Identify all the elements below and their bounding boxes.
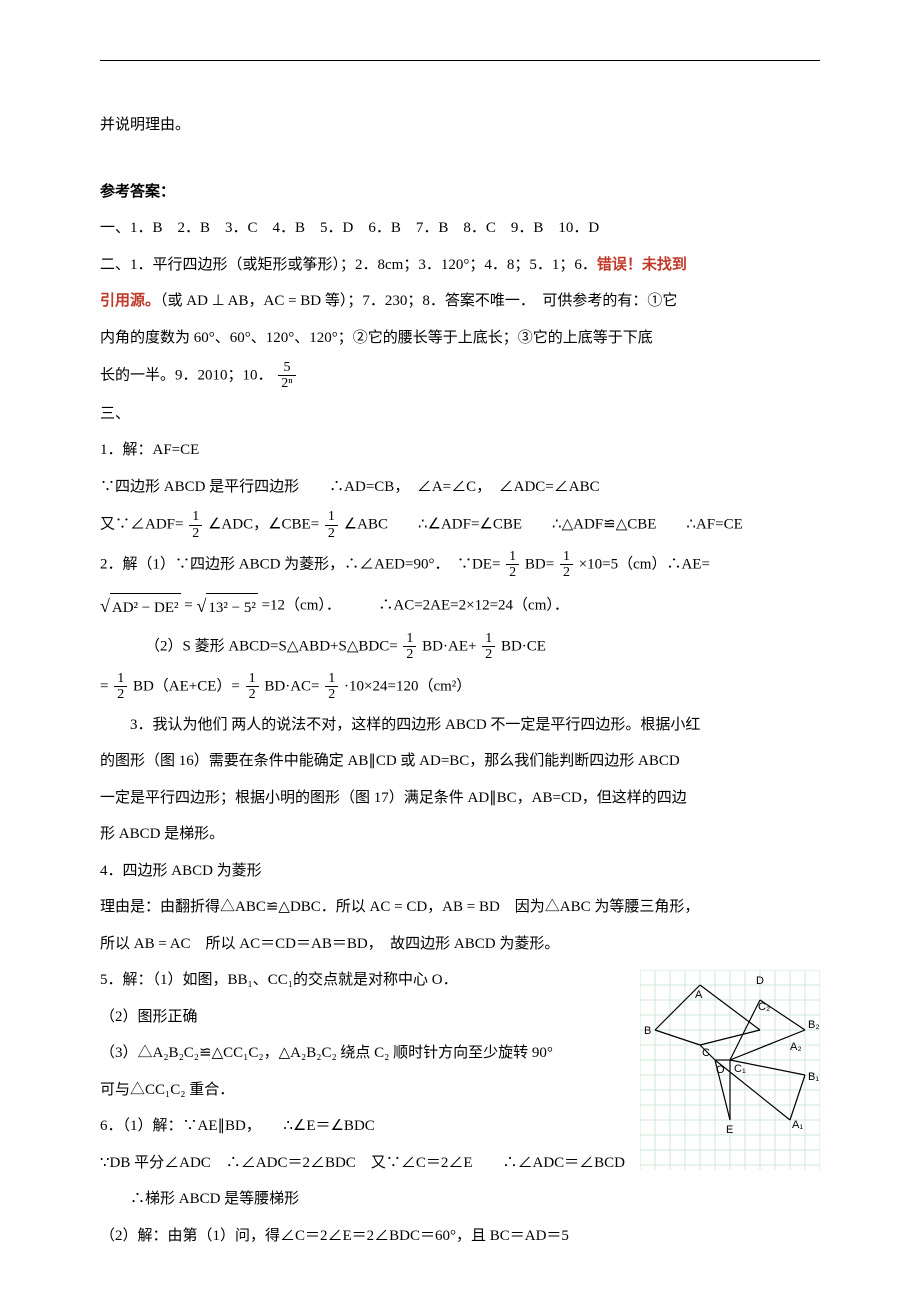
svg-text:D: D: [756, 975, 764, 987]
sec2-f-a: 长的一半。9．20: [100, 367, 213, 383]
frac-half-3: 12: [506, 549, 519, 581]
answers-header: 参考答案：: [100, 178, 820, 207]
svg-text:A: A: [695, 989, 703, 1001]
section-2-line1: 二、1．平行四边形（或矩形或筝形）；2．8cm；3．120°；4．8；5．1；6…: [100, 251, 820, 280]
geometry-svg: A B C D O C₁ C₂ B₂ A₂ B₁ A₁ E: [640, 970, 820, 1170]
q2-a-a: 2．解（1）∵四边形 ABCD 为菱形，∴∠AED=90°． ∵DE=: [100, 556, 500, 572]
q2-d-b: BD（AE+CE）=: [133, 678, 240, 694]
geometry-figure: A B C D O C₁ C₂ B₂ A₂ B₁ A₁ E: [640, 970, 820, 1170]
svg-text:O: O: [716, 1064, 725, 1076]
frac-half-8: 12: [246, 671, 259, 703]
section-2-line2: 引用源。（或 AD ⊥ AB，AC = BD 等）；7．230；8．答案不唯一．…: [100, 287, 820, 316]
q1-a: 1．解：AF=CE: [100, 436, 820, 465]
sec2-a: 二、1．平行四边形（或矩形或筝形）；2．8cm: [100, 257, 403, 273]
q2-c-a: （2）S 菱形 ABCD=S△ABD+S△BDC=: [145, 638, 398, 654]
frac-half-7: 12: [114, 671, 127, 703]
sqrt-1: √AD² − DE²: [100, 589, 181, 623]
frac-half-2: 12: [325, 509, 338, 541]
frac-half-9: 12: [325, 671, 338, 703]
sec2-c: 引用源。: [100, 293, 160, 309]
section-2-line4: 长的一半。9．2010；10． 52ⁿ: [100, 360, 820, 392]
q6-c: ∴梯形 ABCD 是等腰梯形: [100, 1185, 820, 1214]
q2-a: 2．解（1）∵四边形 ABCD 为菱形，∴∠AED=90°． ∵DE= 12 B…: [100, 549, 820, 581]
q3-d: 形 ABCD 是梯形。: [100, 820, 820, 849]
frac-half-4: 12: [560, 549, 573, 581]
svg-text:E: E: [726, 1124, 733, 1136]
section-3-header: 三、: [100, 400, 820, 429]
spacer: [100, 148, 820, 178]
q1-c-a: 又∵∠ADF=: [100, 517, 183, 533]
frac-half-5: 12: [403, 631, 416, 663]
page-top-rule: [100, 60, 820, 61]
frac-5-over-2n: 52ⁿ: [278, 360, 295, 392]
q2-c-b: BD·AE+: [422, 638, 476, 654]
q1-c: 又∵∠ADF= 12 ∠ADC，∠CBE= 12 ∠ABC ∴∠ADF=∠CBE…: [100, 509, 820, 541]
svg-text:A₂: A₂: [790, 1041, 802, 1053]
q3-c: 一定是平行四边形；根据小明的图形（图 17）满足条件 AD∥BC，AB=CD，但…: [100, 784, 820, 813]
svg-text:C₂: C₂: [758, 1001, 770, 1013]
q2-a-c: ×10=5（cm）∴AE=: [579, 556, 710, 572]
sqrt-2: √13² − 5²: [196, 589, 257, 623]
q2-c: （2）S 菱形 ABCD=S△ABD+S△BDC= 12 BD·AE+ 12 B…: [100, 631, 820, 663]
error-text: 错误！未找到: [597, 257, 687, 273]
q6-d: （2）解：由第（1）问，得∠C＝2∠E＝2∠BDC＝60°，且 BC＝AD＝5: [100, 1222, 820, 1251]
sec2-f-b: 10；10．: [213, 367, 273, 383]
q2-b-rest: =12（cm）． ∴AC=2AE=2×12=24（cm）．: [262, 597, 569, 613]
q1-b2: ， ∠A=∠C， ∠ADC=∠ABC: [394, 479, 599, 495]
q1-c-c: ∠ABC ∴∠ADF=∠CBE ∴△ADF≌△CBE ∴AF=CE: [344, 517, 743, 533]
q2-d-d: ·10×24=120（cm²）: [344, 678, 471, 694]
q4-b: 理由是：由翻折得△ABC≌△DBC．所以 AC = CD，AB = BD 因为△…: [100, 893, 820, 922]
frac-half-1: 12: [189, 509, 202, 541]
q3-a: 3．我认为他们 两人的说法不对，这样的四边形 ABCD 不一定是平行四边形。根据…: [100, 711, 820, 740]
q1-b-text: ∵四边形 ABCD 是平行四边形 ∴AD=CB: [100, 479, 394, 495]
svg-text:B₁: B₁: [808, 1071, 819, 1083]
section-1: 一、1．B 2．B 3．C 4．B 5．D 6．B 7．B 8．C 9．B 10…: [100, 214, 820, 243]
q2-b-eq: =: [184, 597, 196, 613]
q1-b: ∵四边形 ABCD 是平行四边形 ∴AD=CB， ∠A=∠C， ∠ADC=∠AB…: [100, 473, 820, 502]
q4-c: 所以 AB = AC 所以 AC＝CD＝AB＝BD， 故四边形 ABCD 为菱形…: [100, 930, 820, 959]
q2-c-c: BD·CE: [501, 638, 546, 654]
svg-text:A₁: A₁: [792, 1119, 803, 1131]
svg-text:C: C: [702, 1047, 710, 1059]
q1-c-b: ∠ADC，∠CBE=: [208, 517, 319, 533]
q2-b: √AD² − DE² = √13² − 5² =12（cm）． ∴AC=2AE=…: [100, 589, 820, 623]
top-line: 并说明理由。: [100, 111, 820, 140]
section-2-line3: 内角的度数为 60°、60°、120°、120°；②它的腰长等于上底长；③它的上…: [100, 324, 820, 353]
frac-half-6: 12: [482, 631, 495, 663]
sec2-b: ；3．120°；4．8；5．1；6．: [403, 257, 597, 273]
q3-b: 的图形（图 16）需要在条件中能确定 AB∥CD 或 AD=BC，那么我们能判断…: [100, 747, 820, 776]
q2-d-a: =: [100, 678, 108, 694]
q2-a-b: BD=: [525, 556, 554, 572]
q2-d: = 12 BD（AE+CE）= 12 BD·AC= 12 ·10×24=120（…: [100, 671, 820, 703]
q2-d-c: BD·AC=: [264, 678, 319, 694]
q4-a: 4．四边形 ABCD 为菱形: [100, 857, 820, 886]
svg-text:B: B: [644, 1025, 651, 1037]
sec2-d: （或 AD ⊥ AB，AC = BD 等）；7．230；8．答案不唯一． 可供参…: [160, 293, 677, 309]
svg-text:C₁: C₁: [734, 1063, 746, 1075]
svg-text:B₂: B₂: [808, 1019, 820, 1031]
